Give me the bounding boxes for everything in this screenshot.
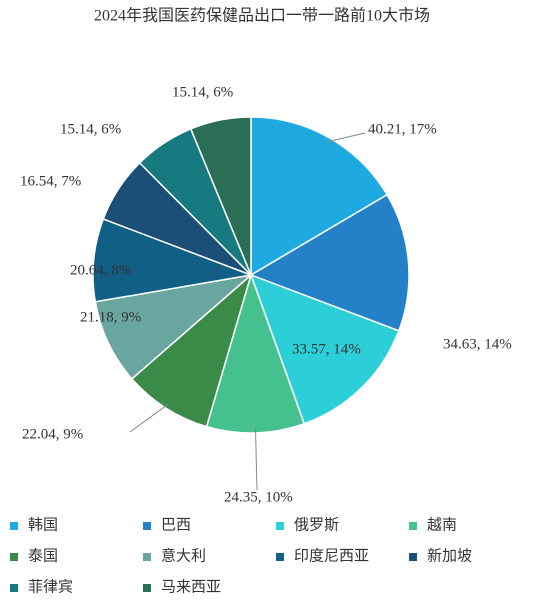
legend-swatch (143, 584, 151, 592)
legend-swatch (409, 522, 417, 530)
data-label: 21.18, 9% (80, 309, 141, 325)
legend-swatch (409, 553, 417, 561)
data-label: 16.54, 7% (20, 173, 81, 189)
data-label: 22.04, 9% (22, 426, 83, 442)
legend-swatch (143, 522, 151, 530)
legend-label: 菲律宾 (28, 578, 73, 595)
data-label: 15.14, 6% (172, 84, 233, 100)
legend-swatch (276, 553, 284, 561)
pie-slice (130, 272, 253, 428)
legend-swatch (10, 584, 18, 592)
legend-label: 意大利 (161, 546, 206, 564)
pie-slice (250, 116, 389, 277)
pie-slice (249, 193, 410, 332)
data-label: 24.35, 10% (224, 489, 293, 505)
leader-line (326, 132, 366, 143)
data-label: 15.14, 6% (60, 121, 121, 137)
pie-slice (189, 116, 252, 276)
legend-label: 泰国 (28, 547, 58, 564)
leader-line (254, 428, 258, 491)
legend-label: 新加坡 (427, 547, 472, 564)
data-label: 34.63, 14% (443, 336, 512, 352)
legend-label: 巴西 (161, 517, 191, 533)
pie-slice (92, 218, 254, 303)
legend-label: 俄罗斯 (294, 516, 339, 533)
legend-swatch (276, 522, 284, 530)
legend-swatch (10, 522, 18, 530)
data-label: 40.21, 17% (368, 121, 437, 137)
data-label: 33.57, 14% (292, 341, 361, 357)
chart-title: 2024年我国医药保健品出口一带一路前10大市场 (94, 7, 430, 25)
legend-label: 越南 (427, 516, 457, 533)
data-label: 20.64, 8% (70, 262, 131, 278)
leader-line (129, 403, 169, 433)
legend-swatch (10, 553, 18, 561)
legend-label: 马来西亚 (161, 578, 221, 595)
legend-label: 印度尼西亚 (294, 547, 369, 564)
legend-swatch (143, 553, 151, 561)
legend-label: 韩国 (28, 516, 58, 533)
pie-slice (249, 273, 400, 425)
pie-slice (94, 273, 254, 380)
